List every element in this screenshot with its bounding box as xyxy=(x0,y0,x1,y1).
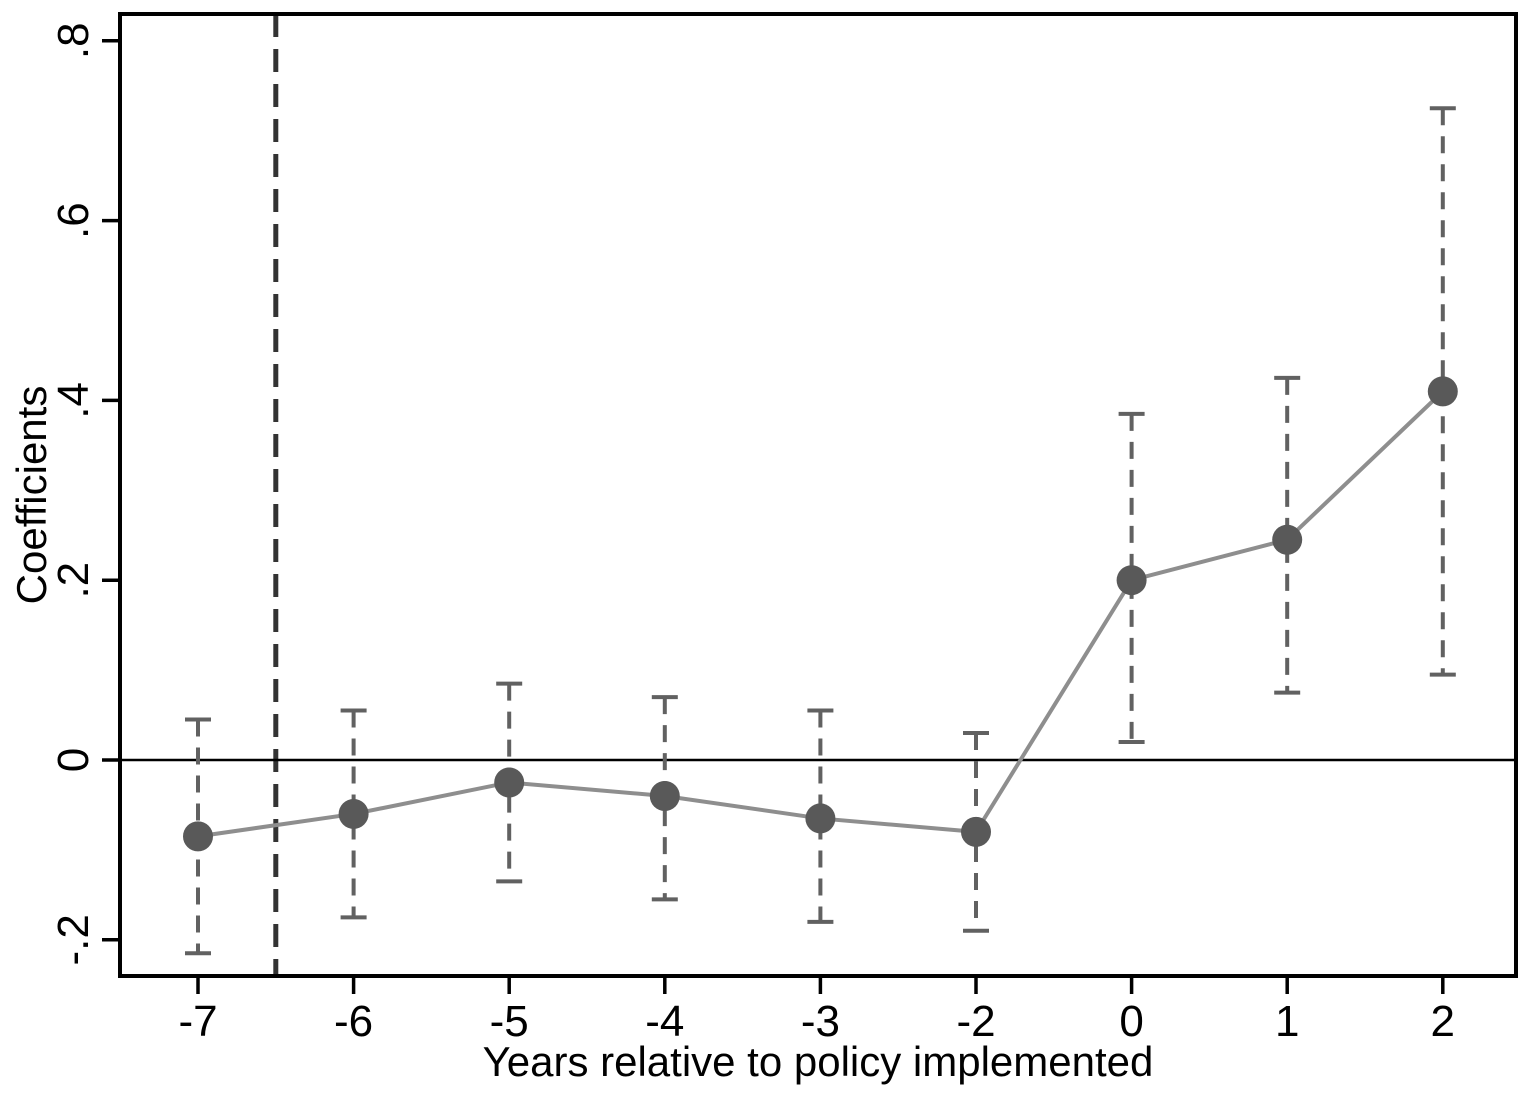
y-axis-tick-label: .8 xyxy=(49,22,98,59)
y-axis-tick-label: 0 xyxy=(49,748,98,772)
x-axis-tick-label: 0 xyxy=(1119,997,1143,1046)
x-axis-tick-label: -2 xyxy=(956,997,995,1046)
y-axis-tick-label: -.2 xyxy=(49,914,98,965)
y-axis-title: Coefficients xyxy=(8,386,55,605)
x-axis-tick-label: -6 xyxy=(334,997,373,1046)
plot-frame xyxy=(118,12,1518,978)
plot-layers: .8 .6 .4 .2 0 -.2 -7 -6 -5 -4 -3 -2 0 1 2 xyxy=(49,12,1518,1046)
data-point-marker xyxy=(649,780,680,811)
data-point-marker xyxy=(961,816,991,847)
y-axis-tick-label: .6 xyxy=(49,202,98,239)
x-axis-tick-label: -4 xyxy=(645,997,684,1046)
data-point-marker xyxy=(1427,376,1458,407)
x-axis-title: Years relative to policy implemented xyxy=(483,1038,1154,1085)
x-axis-tick-label: -5 xyxy=(490,997,529,1046)
data-point-marker xyxy=(1116,565,1147,596)
x-axis-tick-label: 1 xyxy=(1275,997,1299,1046)
data-point-marker xyxy=(183,821,213,852)
data-point-marker xyxy=(805,803,836,834)
x-axis-tick-label: -7 xyxy=(178,997,217,1046)
y-axis-tick-label: .4 xyxy=(49,382,98,419)
data-point-marker xyxy=(1272,524,1303,555)
x-axis-tick-label: 2 xyxy=(1431,997,1455,1046)
y-axis-tick-label: .2 xyxy=(49,562,98,599)
data-point-marker xyxy=(338,798,369,829)
data-point-marker xyxy=(494,767,525,798)
x-axis-tick-label: -3 xyxy=(801,997,840,1046)
